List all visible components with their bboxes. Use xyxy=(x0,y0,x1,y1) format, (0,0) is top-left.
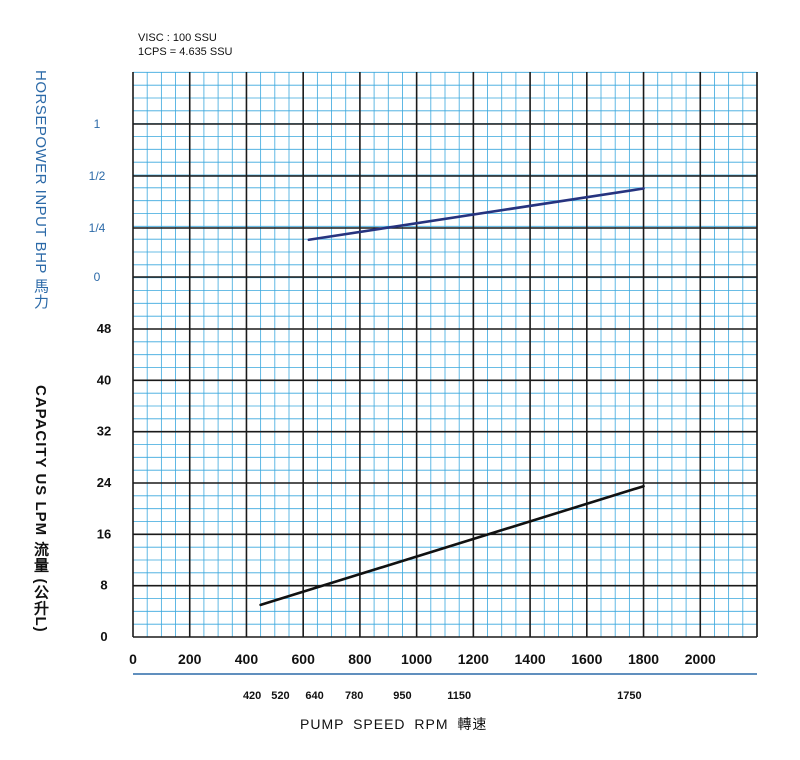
x-tick-label: 200 xyxy=(178,651,202,667)
viscosity-note: VISC : 100 SSU xyxy=(138,32,217,44)
x-tick-label: 400 xyxy=(235,651,259,667)
x-tick-label: 600 xyxy=(292,651,316,667)
secondary-x-tick-label: 950 xyxy=(393,690,411,702)
secondary-x-tick-label: 1750 xyxy=(617,690,641,702)
x-tick-label: 2000 xyxy=(685,651,716,667)
x-tick-label: 800 xyxy=(348,651,372,667)
cps-note: 1CPS = 4.635 SSU xyxy=(138,46,233,58)
horsepower-tick-label: 1 xyxy=(94,117,101,131)
capacity-tick-label: 16 xyxy=(97,526,111,541)
capacity-tick-label: 24 xyxy=(97,475,112,490)
capacity-series-line xyxy=(259,484,645,607)
capacity-tick-label: 32 xyxy=(97,424,111,439)
capacity-tick-label: 8 xyxy=(100,578,107,593)
secondary-x-tick-label: 1150 xyxy=(447,690,471,702)
horsepower-tick-label: 0 xyxy=(94,270,101,284)
secondary-x-tick-label: 780 xyxy=(345,690,363,702)
x-tick-label: 0 xyxy=(129,651,137,667)
x-tick-label: 1000 xyxy=(401,651,432,667)
x-tick-label: 1400 xyxy=(515,651,546,667)
capacity-axis-title: CAPACITY US LPM 流量 (公升L) xyxy=(32,385,49,633)
horsepower-axis-title: HORSEPOWER INPUT BHP 馬力 xyxy=(32,70,49,310)
horsepower-tick-label: 1/4 xyxy=(89,221,106,235)
secondary-x-tick-label: 520 xyxy=(271,690,289,702)
x-tick-label: 1200 xyxy=(458,651,489,667)
capacity-tick-label: 48 xyxy=(97,321,111,336)
capacity-tick-label: 0 xyxy=(100,629,107,644)
x-tick-label: 1800 xyxy=(628,651,659,667)
capacity-tick-label: 40 xyxy=(97,372,111,387)
x-tick-label: 1600 xyxy=(571,651,602,667)
secondary-x-tick-label: 640 xyxy=(305,690,323,702)
x-axis-title: PUMP SPEED RPM 轉速 xyxy=(300,716,488,732)
secondary-x-tick-label: 420 xyxy=(243,690,261,702)
horsepower-series-line xyxy=(307,187,645,242)
horsepower-tick-label: 1/2 xyxy=(89,169,106,183)
